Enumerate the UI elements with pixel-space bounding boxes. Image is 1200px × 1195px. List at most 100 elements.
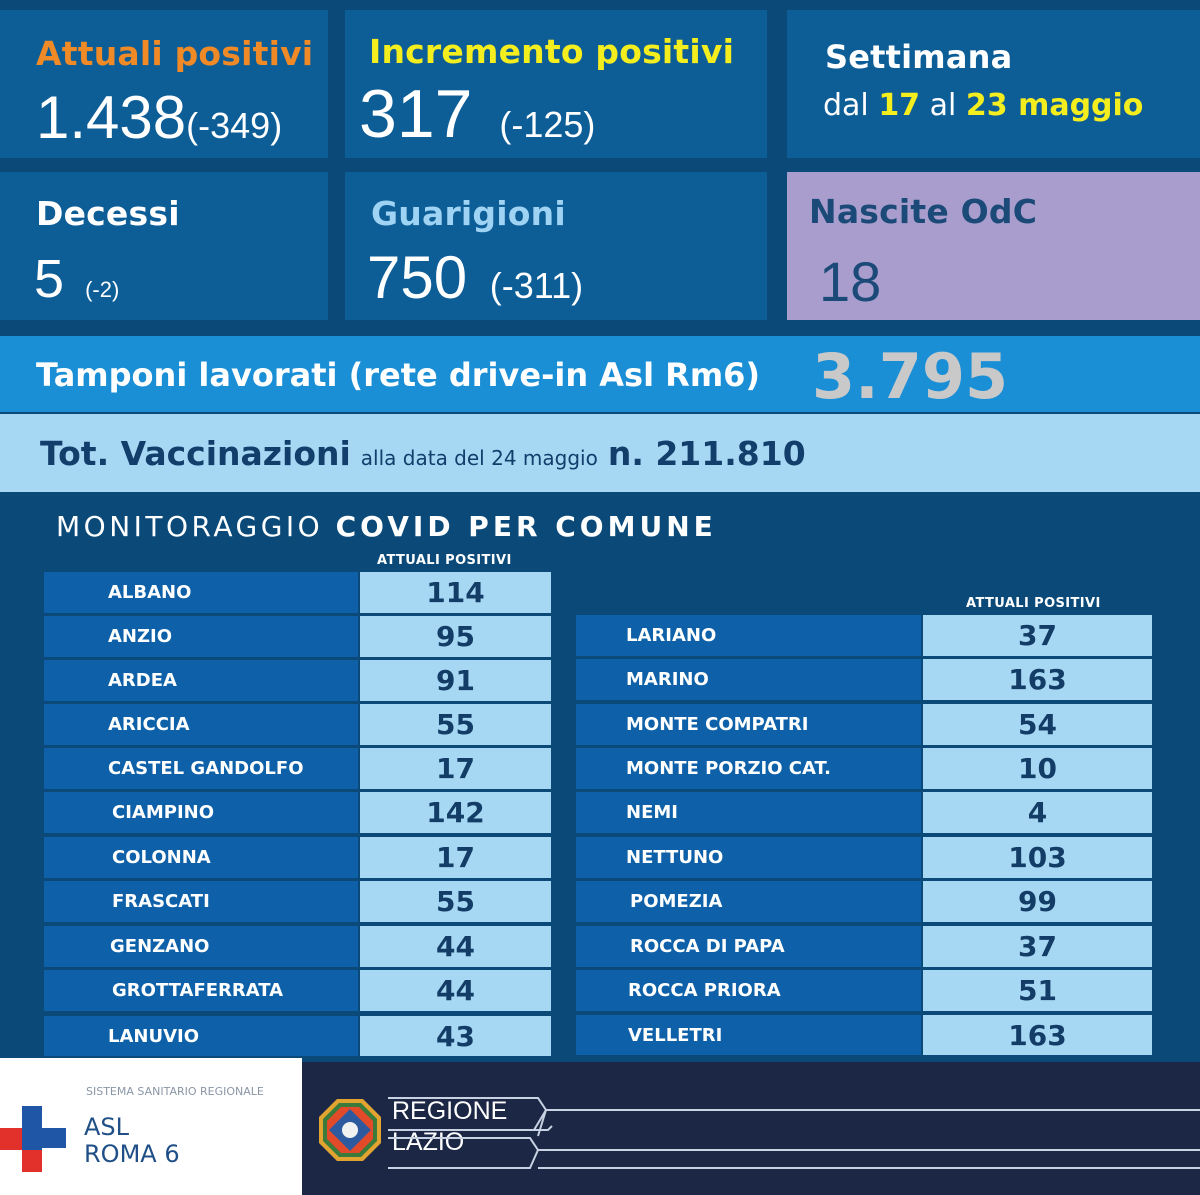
value: 317	[359, 76, 473, 152]
comune-name: MONTE PORZIO CAT.	[576, 748, 921, 789]
comune-name: LANUVIO	[44, 1016, 358, 1056]
table-row: GENZANO 44	[44, 926, 551, 967]
delta: (-311)	[489, 265, 584, 306]
table-row: ROCCA DI PAPA 37	[576, 926, 1152, 967]
table-row: MARINO 163	[576, 659, 1152, 700]
coat-of-arms-icon	[319, 1099, 381, 1161]
tile-value: 750 (-311)	[367, 248, 583, 308]
comune-name: VELLETRI	[576, 1015, 921, 1055]
table-row: ARDEA 91	[44, 660, 551, 701]
comune-value: 114	[360, 572, 551, 613]
tile-title: Decessi	[36, 194, 180, 233]
week-from: 17	[878, 88, 921, 123]
table-row: ARICCIA 55	[44, 704, 551, 745]
comune-value: 4	[923, 792, 1152, 833]
tile-title: Incremento positivi	[369, 32, 735, 71]
table-row: CIAMPINO 142	[44, 792, 551, 833]
decorative-lines	[388, 1097, 1200, 1169]
comune-value: 44	[360, 926, 551, 967]
comune-value: 55	[360, 881, 551, 922]
table-row: NETTUNO 103	[576, 837, 1152, 878]
week-to: 23 maggio	[965, 88, 1144, 123]
table-row: MONTE PORZIO CAT. 10	[576, 748, 1152, 789]
column-header-right: ATTUALI POSITIVI	[966, 596, 1101, 611]
comune-value: 163	[923, 1015, 1152, 1055]
tile-attuali-positivi: Attuali positivi 1.438(-349)	[0, 10, 328, 158]
comune-value: 17	[360, 837, 551, 878]
table-row: COLONNA 17	[44, 837, 551, 878]
comune-value: 54	[923, 704, 1152, 745]
section-title-bold: COVID PER COMUNE	[335, 510, 717, 543]
delta: (-2)	[85, 277, 120, 302]
comune-name: MONTE COMPATRI	[576, 704, 921, 745]
tamponi-label: Tamponi lavorati (rete drive-in Asl Rm6)	[36, 356, 761, 394]
week-mid: al	[929, 88, 957, 123]
tile-guarigioni: Guarigioni 750 (-311)	[345, 172, 767, 320]
comune-name: ARICCIA	[44, 704, 358, 745]
tile-settimana: Settimana dal 17 al 23 maggio	[787, 10, 1200, 158]
tile-value: 317 (-125)	[359, 80, 595, 148]
comune-name: CIAMPINO	[44, 792, 358, 833]
week-prefix: dal	[823, 88, 869, 123]
vaccinazioni-date: alla data del 24 maggio	[360, 446, 598, 470]
tile-title: Settimana	[825, 38, 1013, 76]
comune-name: NETTUNO	[576, 837, 921, 878]
section-title: MONITORAGGIO COVID PER COMUNE	[56, 510, 717, 543]
section-title-light: MONITORAGGIO	[56, 510, 324, 543]
tile-title: Nascite OdC	[809, 192, 1038, 231]
vaccinazioni-line: Tot. Vaccinazioni alla data del 24 maggi…	[40, 434, 806, 473]
comune-value: 103	[923, 837, 1152, 878]
asl-line1: ASL	[84, 1113, 130, 1141]
vaccinazioni-label: Tot. Vaccinazioni	[40, 434, 351, 473]
delta: (-125)	[499, 104, 596, 145]
comune-name: GENZANO	[44, 926, 358, 967]
comune-value: 91	[360, 660, 551, 701]
tile-value: 5 (-2)	[34, 252, 119, 306]
value: 750	[367, 244, 468, 311]
tile-nascite: Nascite OdC 18	[787, 172, 1200, 320]
tamponi-value: 3.795	[812, 340, 1009, 413]
tile-value: 1.438(-349)	[36, 88, 282, 148]
comune-value: 17	[360, 748, 551, 789]
comune-name: ROCCA PRIORA	[576, 970, 921, 1011]
comune-value: 44	[360, 970, 551, 1011]
table-row: NEMI 4	[576, 792, 1152, 833]
comune-value: 55	[360, 704, 551, 745]
comune-name: GROTTAFERRATA	[44, 970, 358, 1011]
tile-incremento-positivi: Incremento positivi 317 (-125)	[345, 10, 767, 158]
tile-title: Attuali positivi	[36, 34, 314, 73]
table-row: LANUVIO 43	[44, 1016, 551, 1056]
table-row: MONTE COMPATRI 54	[576, 704, 1152, 745]
tile-value: 18	[819, 250, 882, 313]
comune-value: 142	[360, 792, 551, 833]
comune-name: POMEZIA	[576, 881, 921, 922]
table-row: ANZIO 95	[44, 616, 551, 657]
comune-value: 37	[923, 926, 1152, 967]
regione-line2: LAZIO	[392, 1128, 465, 1156]
cross-icon	[0, 1106, 66, 1172]
comune-name: ALBANO	[44, 572, 358, 613]
vaccinazioni-value: n. 211.810	[607, 434, 806, 473]
comune-value: 95	[360, 616, 551, 657]
vaccinazioni-band: Tot. Vaccinazioni alla data del 24 maggi…	[0, 414, 1200, 492]
comune-name: ROCCA DI PAPA	[576, 926, 921, 967]
delta: (-349)	[186, 105, 283, 146]
value: 1.438	[36, 84, 187, 151]
regione-line1: REGIONE	[392, 1097, 508, 1125]
comune-name: ARDEA	[44, 660, 358, 701]
value: 5	[34, 249, 65, 309]
comune-value: 37	[923, 615, 1152, 656]
week-range: dal 17 al 23 maggio	[823, 88, 1143, 123]
table-row: ALBANO 114	[44, 572, 551, 613]
table-row: POMEZIA 99	[576, 881, 1152, 922]
asl-system-label: SISTEMA SANITARIO REGIONALE	[86, 1085, 264, 1098]
comune-name: NEMI	[576, 792, 921, 833]
tamponi-band: Tamponi lavorati (rete drive-in Asl Rm6)…	[0, 336, 1200, 413]
comune-value: 10	[923, 748, 1152, 789]
asl-name: ASL ROMA 6	[84, 1114, 180, 1168]
comune-value: 43	[360, 1016, 551, 1056]
comune-name: ANZIO	[44, 616, 358, 657]
comune-name: CASTEL GANDOLFO	[44, 748, 358, 789]
comune-name: MARINO	[576, 659, 921, 700]
table-row: GROTTAFERRATA 44	[44, 970, 551, 1011]
